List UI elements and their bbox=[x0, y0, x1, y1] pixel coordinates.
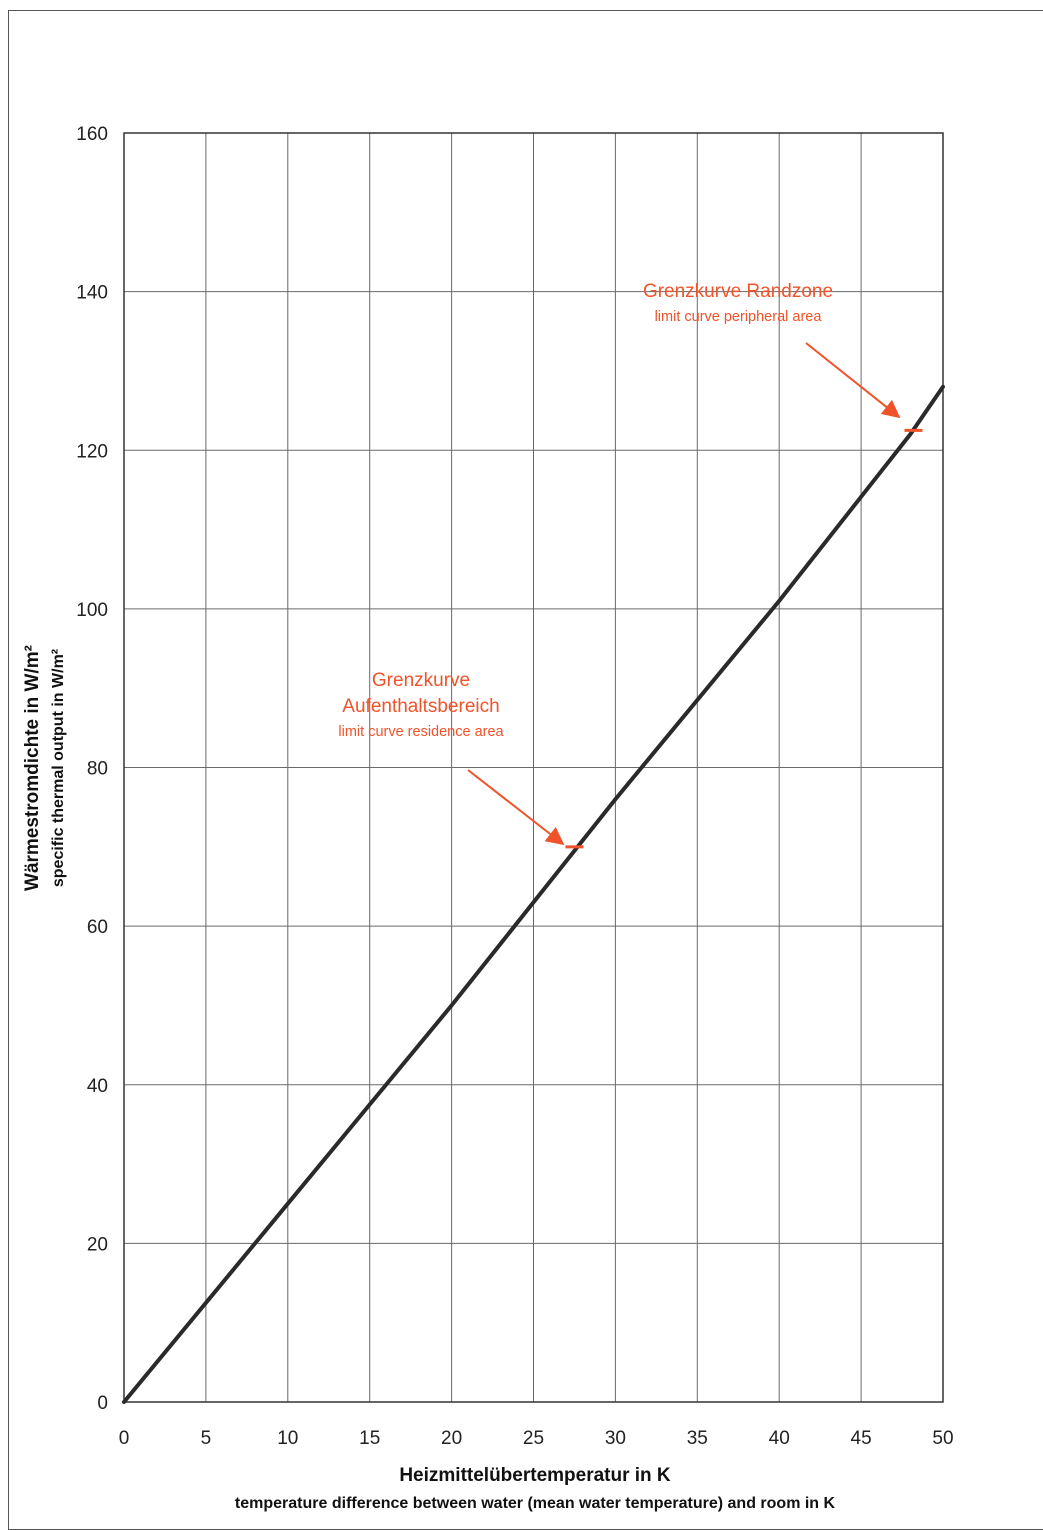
x-tick-label: 10 bbox=[277, 1428, 298, 1449]
y-axis-sublabel: specific thermal output in W/m² bbox=[50, 649, 67, 887]
annotation-sublabel: limit curve residence area bbox=[338, 724, 504, 740]
x-tick-label: 25 bbox=[523, 1428, 544, 1449]
y-tick-label: 20 bbox=[87, 1234, 108, 1255]
series bbox=[122, 384, 945, 1404]
x-tick-label: 35 bbox=[687, 1428, 708, 1449]
annotation-arrow bbox=[805, 342, 901, 419]
y-tick-label: 80 bbox=[87, 759, 108, 780]
tick-labels: 0 5 10 15 20 25 30 35 40 45 50 0 20 40 60 80 100 120 140 16… bbox=[76, 124, 953, 1449]
y-tick-label: 160 bbox=[76, 124, 108, 145]
annotation-label: Grenzkurve Randzone bbox=[643, 281, 833, 302]
x-tick-label: 45 bbox=[851, 1428, 872, 1449]
x-axis-label: Heizmittelübertemperatur in K bbox=[399, 1465, 671, 1486]
annotation-label: Aufenthaltsbereich bbox=[342, 696, 499, 717]
y-tick-label: 0 bbox=[97, 1393, 108, 1414]
annotation-arrow bbox=[467, 769, 565, 846]
x-tick-label: 15 bbox=[359, 1428, 380, 1449]
y-tick-label: 120 bbox=[76, 441, 108, 462]
x-tick-label: 30 bbox=[605, 1428, 626, 1449]
y-tick-label: 140 bbox=[76, 283, 108, 304]
y-axis-label: Wärmestromdichte in W/m² bbox=[22, 645, 43, 891]
annotations: Grenzkurve Randzone limit curve periphera… bbox=[338, 281, 923, 849]
x-tick-label: 5 bbox=[201, 1428, 212, 1449]
annotation-label: Grenzkurve bbox=[372, 670, 470, 691]
y-tick-label: 60 bbox=[87, 917, 108, 938]
y-tick-label: 100 bbox=[76, 600, 108, 621]
y-tick-label: 40 bbox=[87, 1076, 108, 1097]
x-tick-label: 20 bbox=[441, 1428, 462, 1449]
plot-area bbox=[123, 132, 944, 1403]
annotation-sublabel: limit curve peripheral area bbox=[655, 309, 823, 325]
x-tick-label: 0 bbox=[119, 1428, 130, 1449]
x-axis-sublabel: temperature difference between water (me… bbox=[235, 1495, 836, 1512]
x-tick-label: 40 bbox=[769, 1428, 790, 1449]
x-tick-label: 50 bbox=[932, 1428, 953, 1449]
series-line bbox=[122, 384, 945, 1404]
